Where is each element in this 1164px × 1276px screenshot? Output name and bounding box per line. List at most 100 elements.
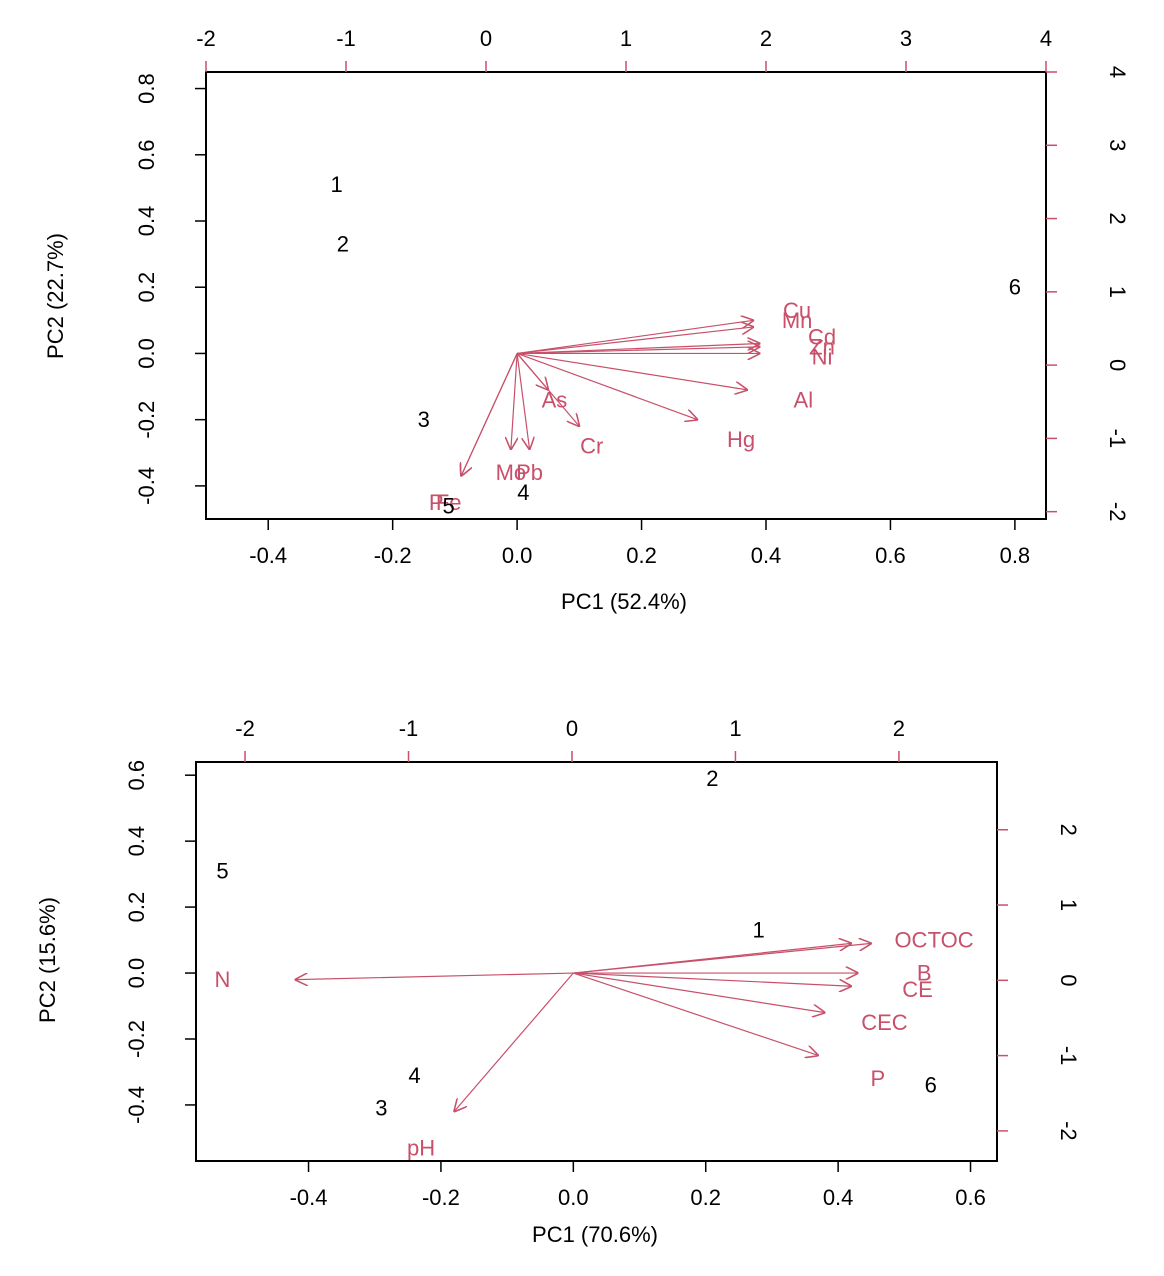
loading-arrow-zn bbox=[517, 347, 760, 355]
loading-label-mn: Mn bbox=[782, 308, 813, 333]
top-tick-label: 4 bbox=[1040, 26, 1052, 51]
top-tick-label: -2 bbox=[235, 716, 255, 741]
right-axis: -2 -1 0 1 2 3 4 bbox=[1046, 66, 1130, 521]
plot-frame bbox=[195, 761, 998, 1162]
loading-label-n: N bbox=[215, 967, 231, 992]
right-tick-label: 1 bbox=[1056, 899, 1081, 911]
x-tick-label: -0.2 bbox=[374, 543, 412, 568]
right-tick-label: 4 bbox=[1105, 66, 1130, 78]
sample-point-2: 2 bbox=[337, 232, 349, 257]
y-tick-label: 0.0 bbox=[124, 958, 149, 989]
y-tick-label: -0.4 bbox=[134, 467, 159, 505]
y-tick-label: 0.4 bbox=[124, 826, 149, 857]
right-tick-label: 2 bbox=[1105, 212, 1130, 224]
loading-label-al: Al bbox=[794, 387, 814, 412]
y-tick-label: 0.6 bbox=[134, 139, 159, 170]
loading-label-ce: CE bbox=[902, 977, 933, 1002]
x-axis-label: PC1 (52.4%) bbox=[561, 589, 687, 614]
right-tick-label: 3 bbox=[1105, 139, 1130, 151]
sample-point-2: 2 bbox=[706, 766, 718, 791]
loading-label-as: As bbox=[542, 387, 568, 412]
left-axis: -0.4 -0.2 0.0 0.2 0.4 0.6 bbox=[124, 760, 196, 1124]
sample-point-6: 6 bbox=[1009, 275, 1021, 300]
loading-arrow-cu bbox=[517, 320, 753, 355]
right-tick-label: 0 bbox=[1105, 359, 1130, 371]
right-tick-label: 0 bbox=[1056, 974, 1081, 986]
y-tick-label: 0.4 bbox=[134, 206, 159, 237]
biplot-panel-1: -0.4 -0.2 0.0 0.2 0.4 0.6 0.8 -0.4 -0.2 0.0 0.2 0.… bbox=[43, 26, 1130, 614]
x-tick-label: -0.4 bbox=[290, 1185, 328, 1210]
top-tick-label: 3 bbox=[900, 26, 912, 51]
loading-label-pb: Pb bbox=[516, 460, 543, 485]
loading-arrow-mn bbox=[517, 327, 753, 355]
x-tick-label: 0.2 bbox=[626, 543, 657, 568]
sample-point-4: 4 bbox=[408, 1063, 420, 1088]
loading-arrow-n bbox=[295, 972, 574, 980]
sample-point-5: 5 bbox=[216, 858, 228, 883]
loading-arrow-ce bbox=[573, 972, 851, 986]
biplot-panel-2: -0.4 -0.2 0.0 0.2 0.4 0.6 -0.4 -0.2 0.0 0.2 0.4 0.… bbox=[35, 716, 1081, 1247]
loading-label-cd: Cd bbox=[808, 324, 836, 349]
y-tick-label: -0.4 bbox=[124, 1086, 149, 1124]
bottom-axis: -0.4 -0.2 0.0 0.2 0.4 0.6 0.8 bbox=[249, 519, 1030, 568]
x-tick-label: -0.4 bbox=[249, 543, 287, 568]
top-tick-label: -1 bbox=[399, 716, 419, 741]
loading-arrow-ph bbox=[454, 972, 574, 1111]
sample-point-6: 6 bbox=[925, 1073, 937, 1098]
x-tick-label: 0.2 bbox=[690, 1185, 721, 1210]
loading-arrow-mo bbox=[511, 353, 517, 449]
y-tick-label: 0.2 bbox=[124, 892, 149, 923]
x-tick-label: 0.4 bbox=[751, 543, 782, 568]
loading-label-b: B bbox=[917, 961, 932, 986]
y-tick-label: -0.2 bbox=[124, 1020, 149, 1058]
sample-point-1: 1 bbox=[753, 918, 765, 943]
x-tick-label: 0.6 bbox=[875, 543, 906, 568]
x-axis-label: PC1 (70.6%) bbox=[532, 1222, 658, 1247]
top-tick-label: -1 bbox=[336, 26, 356, 51]
loading-arrow-toc bbox=[573, 943, 871, 974]
plot-frame bbox=[205, 71, 1047, 520]
y-tick-label: 0.8 bbox=[134, 73, 159, 104]
y-tick-label: -0.2 bbox=[134, 401, 159, 439]
loading-label-ni: Ni bbox=[812, 344, 833, 369]
top-tick-label: 2 bbox=[760, 26, 772, 51]
left-axis: -0.4 -0.2 0.0 0.2 0.4 0.6 0.8 bbox=[134, 73, 206, 505]
loading-label-cu: Cu bbox=[783, 298, 811, 323]
y-axis-label: PC2 (15.6%) bbox=[35, 897, 60, 1023]
loading-label-fe: Fe bbox=[436, 490, 462, 515]
loading-arrow-pb bbox=[516, 353, 529, 449]
x-tick-label: 0.0 bbox=[502, 543, 533, 568]
loading-label-ph: pH bbox=[407, 1135, 435, 1160]
loading-arrow-p bbox=[573, 972, 818, 1055]
loading-label-p: P bbox=[870, 1066, 885, 1091]
y-tick-label: 0.2 bbox=[134, 272, 159, 303]
right-tick-label: 1 bbox=[1105, 286, 1130, 298]
right-tick-label: -2 bbox=[1056, 1121, 1081, 1141]
top-axis: -2 -1 0 1 2 bbox=[235, 716, 905, 762]
x-tick-label: 0.6 bbox=[955, 1185, 986, 1210]
y-tick-label: 0.0 bbox=[134, 338, 159, 369]
x-tick-label: -0.2 bbox=[422, 1185, 460, 1210]
top-tick-label: 1 bbox=[620, 26, 632, 51]
right-tick-label: -1 bbox=[1056, 1046, 1081, 1066]
loading-label-cr: Cr bbox=[580, 434, 603, 459]
loading-arrow-cec bbox=[573, 972, 825, 1013]
y-tick-label: 0.6 bbox=[124, 760, 149, 791]
top-tick-label: 0 bbox=[566, 716, 578, 741]
sample-point-1: 1 bbox=[331, 172, 343, 197]
loading-label-oc: OC bbox=[894, 928, 927, 953]
right-tick-label: -1 bbox=[1105, 429, 1130, 449]
sample-point-3: 3 bbox=[418, 407, 430, 432]
x-tick-label: 0.4 bbox=[823, 1185, 854, 1210]
loading-label-mo: Mo bbox=[496, 460, 527, 485]
top-tick-label: 0 bbox=[480, 26, 492, 51]
loading-label-zn: Zn bbox=[809, 334, 835, 359]
right-axis: -2 -1 0 1 2 bbox=[997, 824, 1081, 1141]
loading-label-p: P bbox=[429, 490, 444, 515]
top-axis: -2 -1 0 1 2 3 4 bbox=[196, 26, 1052, 72]
right-tick-label: 2 bbox=[1056, 824, 1081, 836]
